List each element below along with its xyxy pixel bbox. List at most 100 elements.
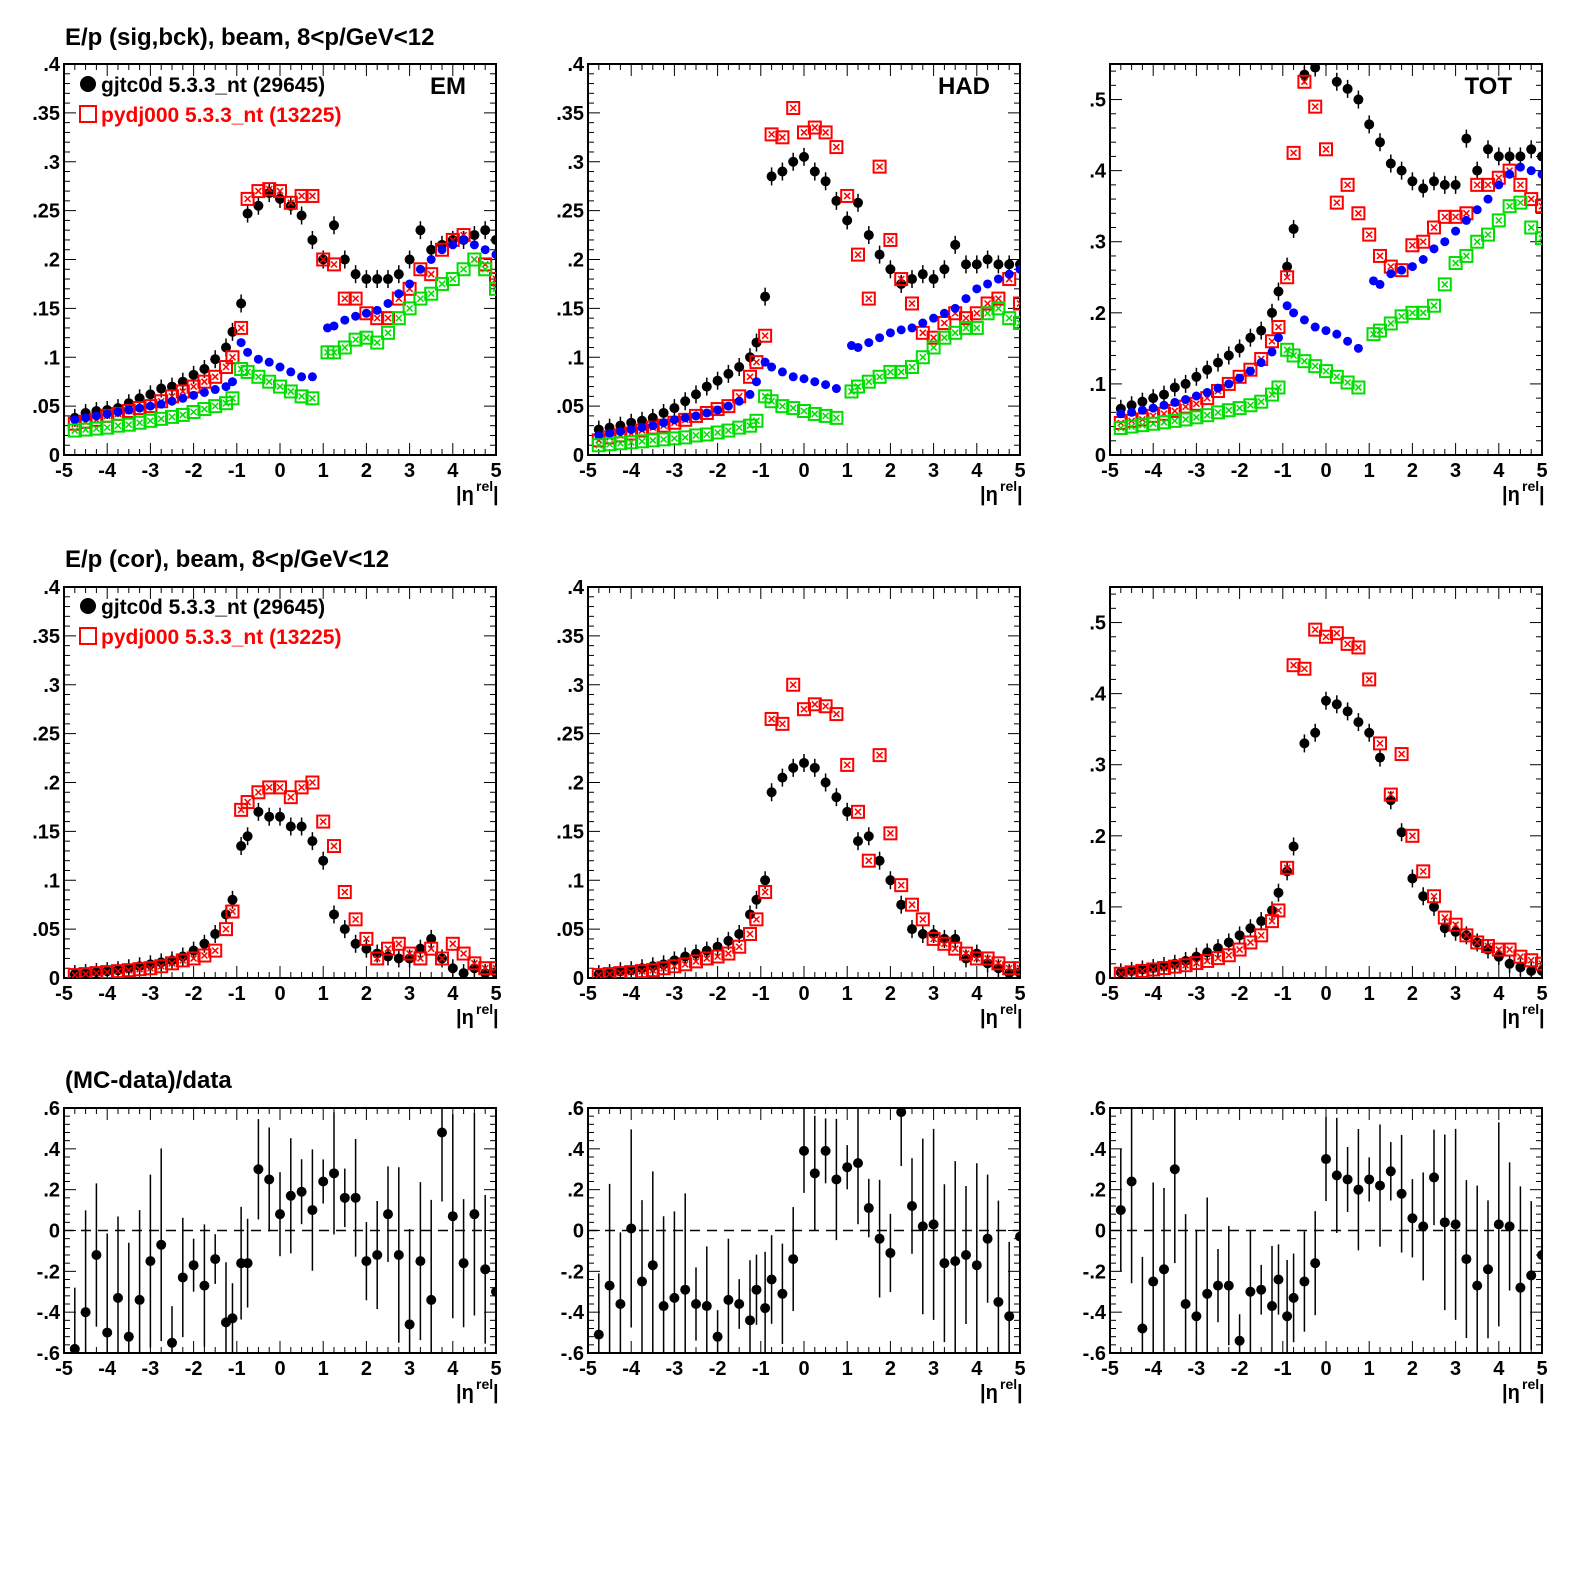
y-tick-label: .4 <box>567 54 585 76</box>
bkg-data-point <box>124 405 134 415</box>
bkg-data-point <box>810 377 820 387</box>
data-point <box>917 269 928 280</box>
mc-point-cross <box>1246 938 1254 946</box>
mc-point-cross <box>319 255 327 264</box>
bkg-mc-point <box>1373 323 1387 338</box>
bkg-mc-point-cross <box>125 421 133 429</box>
bkg-data-point <box>767 362 777 372</box>
data-point <box>210 929 221 940</box>
data-point <box>1537 151 1542 162</box>
bkg-data-point <box>81 413 91 423</box>
data-point <box>680 1284 691 1295</box>
legend-mc-label: pydj000 5.3.3_nt (13225) <box>101 626 341 649</box>
mc-point <box>1481 177 1495 192</box>
data-point <box>1418 183 1429 194</box>
bkg-mc-point <box>1394 309 1409 324</box>
bkg-mc-point-cross <box>822 412 830 420</box>
mc-point-cross <box>244 195 252 203</box>
data-point <box>842 806 853 817</box>
data-point <box>1353 717 1364 728</box>
x-axis-label-end: | <box>1017 1007 1023 1029</box>
mc-point-cross <box>362 935 370 943</box>
bkg-mc-point <box>391 311 406 326</box>
bkg-data-point <box>236 338 246 348</box>
bkg-data-point <box>680 413 690 423</box>
x-tick-label: -3 <box>1188 983 1206 1005</box>
x-tick-label: -3 <box>1188 1358 1206 1380</box>
data-point <box>199 938 210 949</box>
mc-point <box>381 941 395 956</box>
bkg-mc-point <box>1308 359 1323 374</box>
bkg-mc-point <box>1491 213 1506 228</box>
mc-point-cross <box>146 964 154 972</box>
mc-point <box>1319 142 1333 157</box>
data-point <box>712 1331 723 1342</box>
bkg-data-point <box>691 411 701 421</box>
data-point <box>896 1108 907 1118</box>
mc-point-cross <box>724 950 732 958</box>
mc-point <box>1013 961 1020 976</box>
mc-point-cross <box>973 954 981 962</box>
bkg-mc-point <box>262 374 277 389</box>
mc-point-cross <box>1236 946 1244 954</box>
bkg-data-point <box>1015 264 1020 274</box>
x-tick-label: 5 <box>1014 983 1025 1005</box>
mc-point-cross <box>1473 181 1481 189</box>
mc-point <box>294 780 309 795</box>
bkg-mc-point-cross <box>1452 259 1460 267</box>
x-axis-label-end: | <box>1017 484 1023 506</box>
mc-point <box>915 912 930 927</box>
x-tick-label: 2 <box>1407 983 1418 1005</box>
data-point <box>680 951 691 962</box>
mc-point-cross <box>752 358 761 366</box>
y-tick-label: -.6 <box>1083 1343 1106 1365</box>
mc-point-cross <box>919 915 927 923</box>
mc-point <box>1340 636 1355 651</box>
mc-point-cross <box>1128 968 1136 976</box>
bkg-mc-point <box>327 345 341 360</box>
x-tick-label: -5 <box>1101 983 1119 1005</box>
x-tick-label: 3 <box>1450 1358 1461 1380</box>
y-tick-label: .2 <box>1089 1180 1106 1202</box>
mc-point-cross <box>984 299 992 308</box>
mc-point <box>926 931 941 946</box>
mc-point <box>435 951 449 966</box>
y-tick-label: .05 <box>32 919 60 941</box>
bkg-mc-point-cross <box>1527 223 1535 232</box>
mc-point-cross <box>811 700 819 708</box>
mc-point-cross <box>352 295 360 303</box>
mc-point-cross <box>190 954 198 962</box>
mc-point-cross <box>897 275 905 283</box>
data-point <box>1429 176 1439 187</box>
mc-point-cross <box>330 260 338 268</box>
bkg-mc-point <box>225 391 240 406</box>
mc-point-cross <box>222 925 230 933</box>
plot-frame <box>587 63 1021 456</box>
mc-point <box>872 159 887 174</box>
mc-point <box>758 328 773 343</box>
y-tick-label: .2 <box>43 1180 60 1202</box>
y-tick-label: -.4 <box>37 1302 61 1324</box>
mc-point <box>132 962 147 977</box>
bkg-mc-point <box>370 335 385 350</box>
bkg-mc-point-cross <box>660 435 668 443</box>
data-points <box>67 775 496 978</box>
mc-point-cross <box>1484 942 1492 950</box>
bkg-data-point <box>961 294 971 304</box>
mc-point <box>197 948 212 963</box>
data-point <box>1159 389 1169 400</box>
mc-point-cross <box>638 967 646 975</box>
mc-point <box>305 775 320 790</box>
x-tick-label: 5 <box>1536 460 1547 482</box>
bkg-mc-point <box>1297 354 1312 369</box>
x-axis-label-sup: rel <box>1522 1001 1539 1017</box>
mc-point-cross <box>265 783 273 791</box>
bkg-data-point <box>135 403 145 413</box>
mc-point <box>121 963 136 978</box>
mc-point <box>1178 958 1193 973</box>
bkg-mc-point <box>818 408 833 423</box>
bkg-mc-point <box>775 399 790 414</box>
bkg-data-point <box>875 333 885 343</box>
mc-point-cross <box>1484 181 1492 189</box>
mc-point-cross <box>92 969 100 977</box>
